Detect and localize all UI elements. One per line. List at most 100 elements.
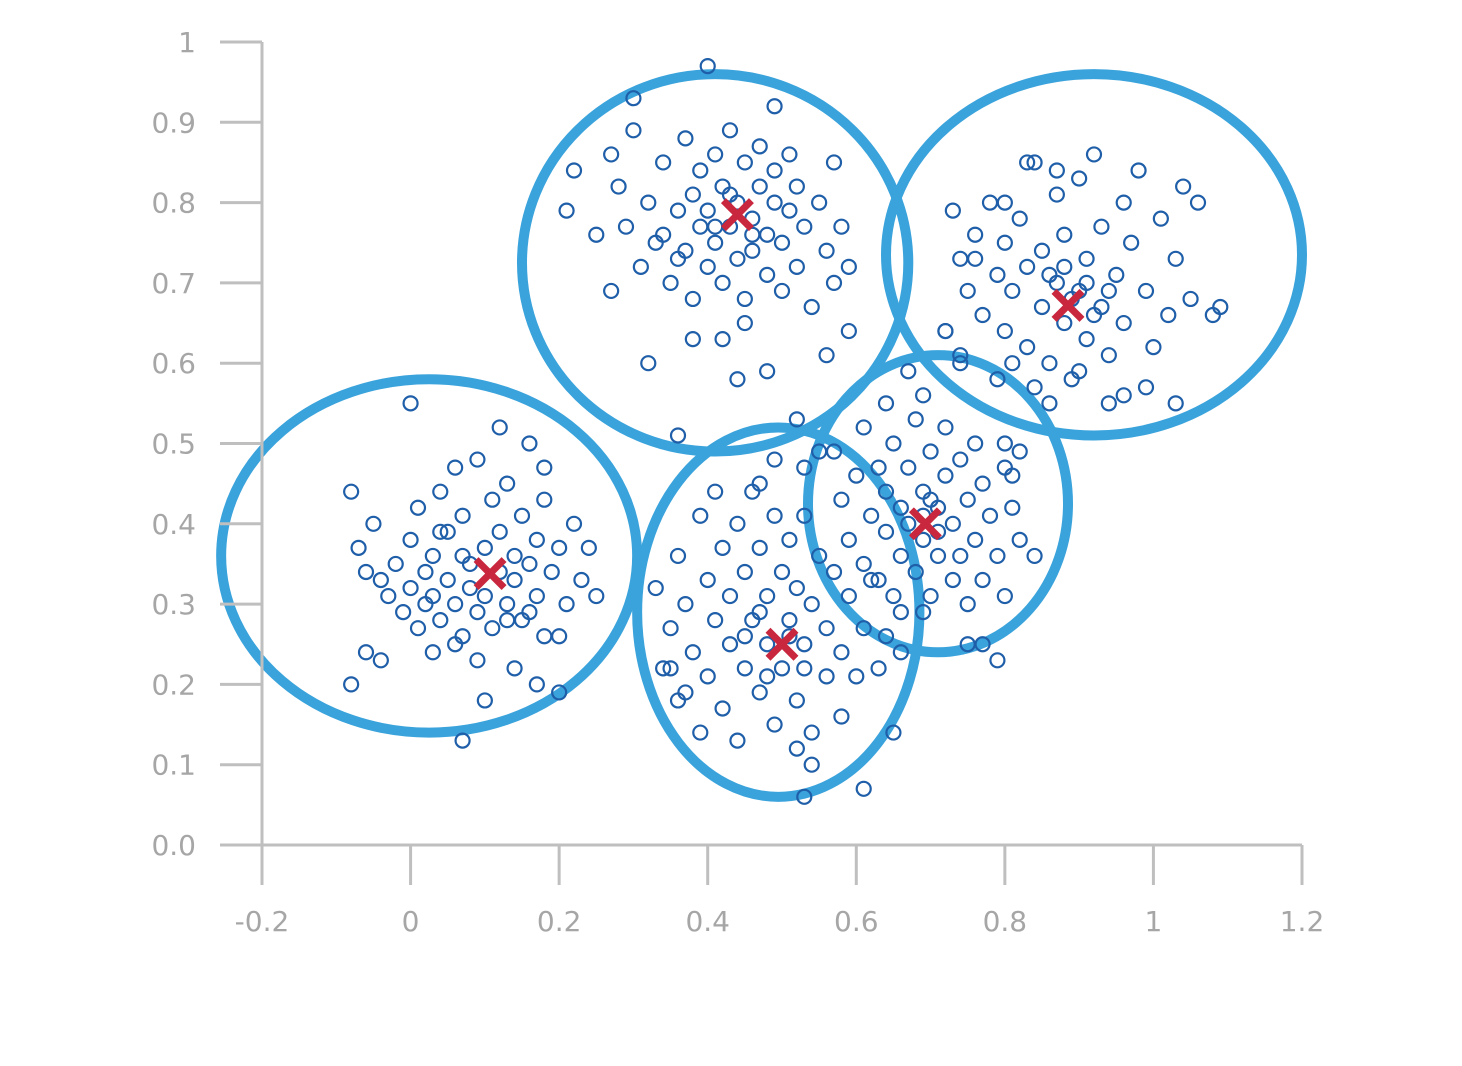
data-point — [707, 146, 724, 163]
data-point — [432, 483, 449, 500]
data-point — [536, 459, 553, 476]
data-point — [729, 371, 746, 388]
data-point — [528, 531, 545, 548]
data-point — [484, 620, 501, 637]
data-point — [863, 571, 880, 589]
data-point — [773, 234, 791, 251]
data-point — [825, 563, 843, 581]
data-point — [759, 636, 776, 653]
data-point — [1019, 339, 1036, 356]
data-point — [736, 154, 753, 171]
x-tick-label: 1.2 — [1280, 905, 1325, 938]
data-point — [1108, 266, 1125, 283]
data-point — [781, 628, 798, 645]
data-point — [1048, 186, 1065, 203]
data-point — [900, 363, 917, 380]
data-point — [788, 258, 805, 275]
data-point — [1160, 306, 1177, 324]
data-point — [915, 531, 932, 548]
centroid-stroke — [1051, 288, 1085, 322]
data-point — [1026, 379, 1043, 396]
data-point — [1085, 306, 1103, 324]
y-tick-label: 0.2 — [151, 668, 196, 701]
data-point — [944, 571, 961, 589]
data-point — [424, 644, 441, 661]
data-point — [736, 660, 753, 677]
data-point — [1078, 250, 1095, 267]
data-point — [892, 547, 909, 565]
data-point — [625, 122, 642, 139]
data-point — [900, 515, 917, 532]
data-point — [773, 282, 791, 300]
cluster-boundary-5 — [632, 422, 925, 802]
data-point — [996, 194, 1013, 211]
data-point — [759, 266, 776, 283]
data-point — [1071, 170, 1088, 187]
data-point — [885, 724, 902, 741]
data-point — [365, 515, 382, 532]
data-point — [714, 539, 731, 556]
data-point — [447, 459, 464, 476]
data-point — [603, 146, 620, 163]
data-point — [996, 322, 1013, 340]
centroid-marker-2 — [720, 198, 754, 232]
data-point — [1019, 258, 1036, 275]
data-point — [840, 531, 857, 548]
data-point — [424, 547, 441, 565]
centroid-stroke — [720, 198, 754, 232]
data-point — [803, 298, 820, 316]
data-point — [669, 547, 687, 565]
data-point — [766, 507, 783, 524]
data-point — [967, 435, 984, 452]
data-point — [1137, 379, 1155, 396]
data-point — [707, 483, 724, 500]
data-point — [981, 194, 999, 211]
data-point — [915, 387, 932, 404]
data-point — [1152, 210, 1169, 227]
data-point — [781, 612, 798, 629]
data-point — [996, 587, 1013, 605]
data-point — [528, 676, 545, 693]
centroid-marker-5 — [765, 627, 799, 661]
data-point — [788, 740, 805, 757]
data-point — [729, 515, 746, 532]
cluster-boundary-3 — [881, 69, 1307, 441]
data-point — [900, 459, 917, 476]
data-point — [922, 443, 939, 460]
data-point — [402, 531, 419, 548]
data-point — [647, 579, 664, 597]
data-point — [907, 563, 924, 581]
data-point — [1085, 146, 1103, 163]
data-point — [751, 178, 768, 195]
data-point — [766, 162, 783, 179]
data-point — [1130, 162, 1147, 179]
data-point — [402, 395, 419, 412]
data-point — [343, 676, 360, 693]
centroid-stroke — [473, 557, 507, 591]
data-point — [699, 668, 716, 685]
x-tick-label: 0.2 — [537, 905, 582, 938]
data-point — [781, 146, 798, 163]
data-point — [885, 587, 902, 605]
data-point — [937, 322, 954, 340]
data-point — [551, 684, 568, 701]
data-point — [1100, 395, 1117, 412]
data-point — [1011, 210, 1028, 227]
data-point — [1212, 298, 1229, 316]
data-point — [528, 587, 545, 605]
data-point — [736, 290, 753, 308]
data-point — [699, 57, 716, 75]
data-point — [1048, 162, 1065, 179]
centroid-marker-3 — [1051, 288, 1085, 322]
data-point — [744, 242, 761, 259]
x-tick-label: -0.2 — [235, 905, 290, 938]
data-point — [551, 539, 568, 556]
data-point — [506, 660, 523, 677]
data-point — [796, 660, 813, 677]
data-point — [662, 660, 679, 677]
y-tick-label: 0.6 — [151, 347, 196, 380]
data-point — [744, 226, 761, 243]
data-point — [855, 555, 872, 573]
data-point — [1011, 443, 1028, 460]
data-point — [699, 258, 716, 275]
